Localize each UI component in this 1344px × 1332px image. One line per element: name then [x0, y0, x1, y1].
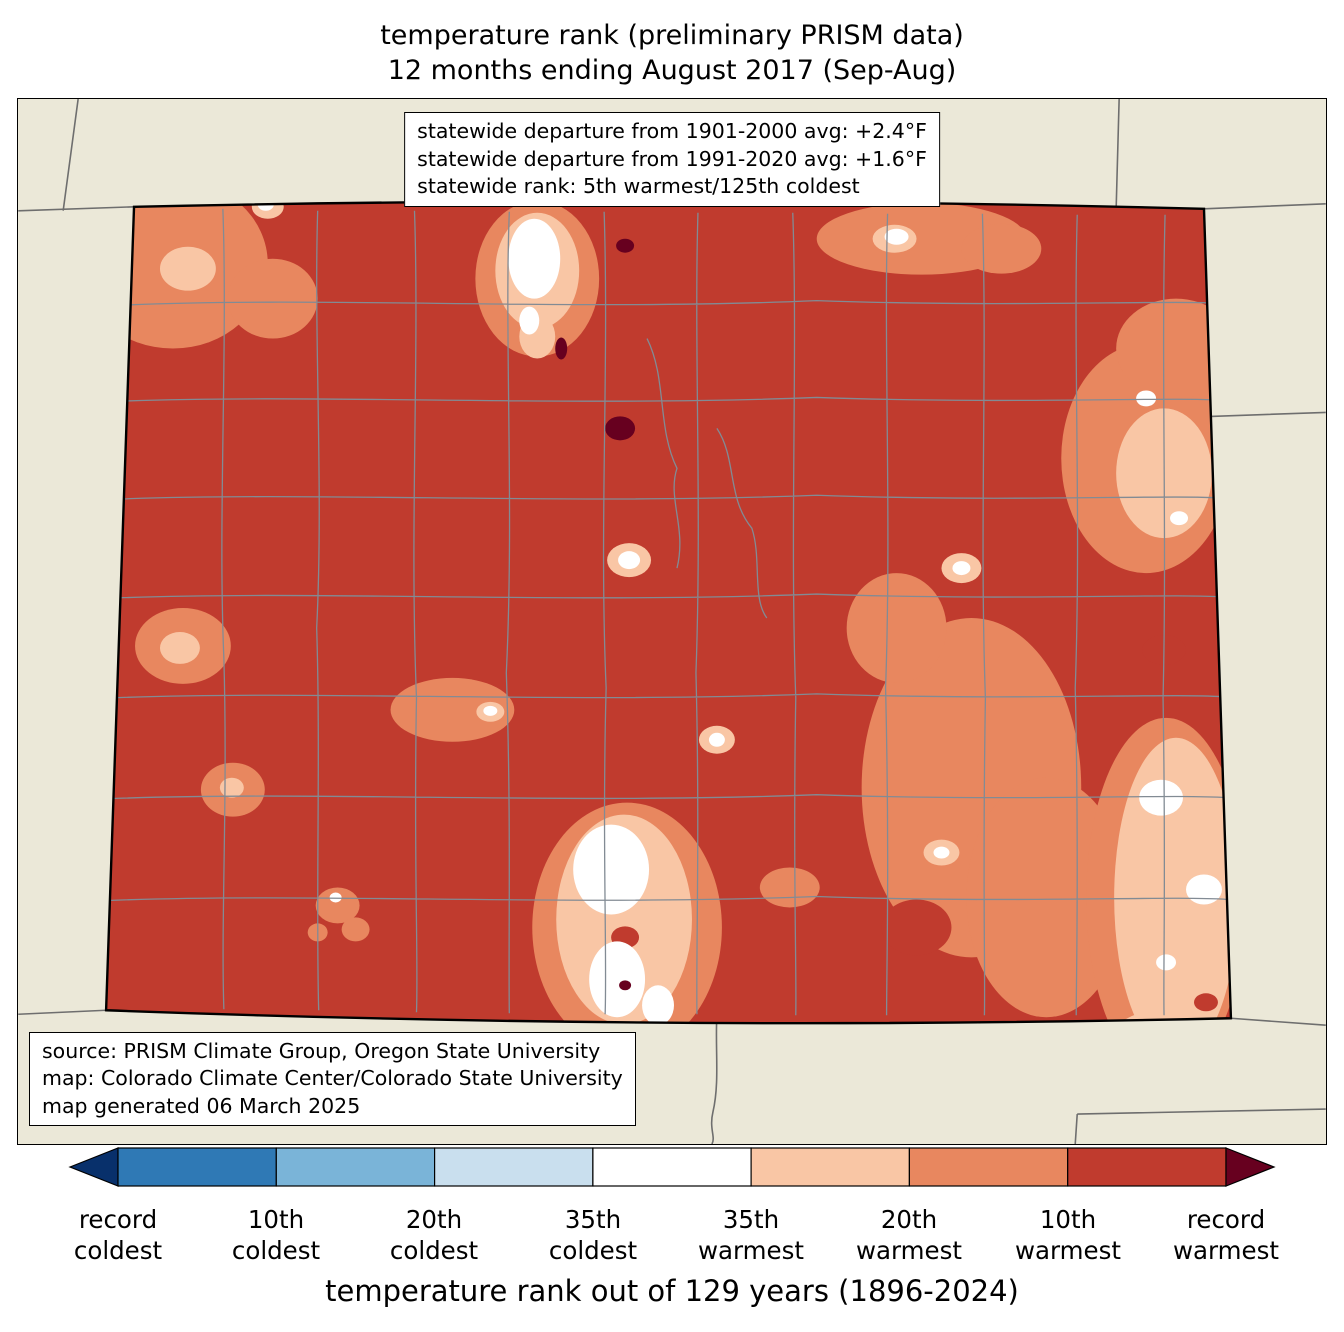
map-blob [605, 416, 636, 441]
source-line-2: map: Colorado Climate Center/Colorado St… [42, 1066, 623, 1090]
label-bottom: coldest [389, 1236, 479, 1265]
map-blob [589, 941, 646, 1018]
label-bottom: coldest [73, 1236, 163, 1265]
map-blob [616, 238, 635, 253]
map-blob [881, 899, 952, 956]
state-fill-layers [106, 201, 1231, 1067]
map-blob [1186, 874, 1222, 905]
label-bottom: coldest [231, 1236, 321, 1265]
colorbar-arrow-record-coldest [68, 1147, 119, 1187]
colorbar-label-35th-warmest: 35th warmest [666, 1204, 836, 1266]
map-blob [1140, 1043, 1172, 1067]
label-top: 10th [247, 1205, 305, 1234]
map-blob [961, 223, 1042, 274]
colorbar-arrow-record-warmest [1225, 1147, 1276, 1187]
stats-line-3: statewide rank: 5th warmest/125th coldes… [417, 174, 860, 198]
colorbar-label-20th-coldest: 20th coldest [349, 1204, 519, 1266]
neighbor-state-borders [18, 99, 1326, 1144]
colorbar-label-record-warmest: record warmest [1141, 1204, 1311, 1266]
map-blob [1170, 511, 1189, 526]
colorbar-axis-title: temperature rank out of 129 years (1896-… [325, 1274, 1019, 1308]
source-line-3: map generated 06 March 2025 [42, 1093, 361, 1118]
figure-title: temperature rank (preliminary PRISM data… [0, 18, 1344, 88]
label-top: 10th [1039, 1205, 1097, 1234]
label-top: 20th [880, 1205, 938, 1234]
colorbar-segment-10th-warmest [1067, 1147, 1227, 1187]
map-blob [708, 732, 725, 747]
map-blob [483, 705, 498, 716]
rank-record-warmest-spots [555, 238, 636, 991]
map-axes: statewide departure from 1901-2000 avg: … [17, 98, 1327, 1145]
rank-10th-warmest-islands [611, 634, 1218, 1012]
source-line-1: source: PRISM Climate Group, Oregon Stat… [42, 1038, 601, 1063]
map-blob [341, 917, 370, 942]
map-blob [159, 631, 200, 664]
title-line-2: 12 months ending August 2017 (Sep-Aug) [387, 55, 957, 86]
map-blob [642, 985, 674, 1024]
map-blob [390, 677, 515, 742]
map-blob [519, 306, 540, 335]
map-blob [1106, 1012, 1196, 1024]
map-blob [315, 887, 360, 924]
title-line-1: temperature rank (preliminary PRISM data… [380, 20, 964, 51]
label-top: record [1186, 1205, 1266, 1234]
map-blob [1114, 737, 1231, 1024]
colorbar-label-record-coldest: record coldest [33, 1204, 203, 1266]
colorbar-label-10th-coldest: 10th coldest [191, 1204, 361, 1266]
colorbar-segment-35th-warmest [750, 1147, 910, 1187]
map-blob [227, 258, 318, 339]
colorbar-label-35th-coldest: 35th coldest [508, 1204, 678, 1266]
label-bottom: warmest [1014, 1236, 1121, 1265]
county-boundaries [108, 208, 1228, 1016]
label-bottom: coldest [548, 1236, 638, 1265]
statewide-stats-box: statewide departure from 1901-2000 avg: … [404, 112, 940, 207]
map-blob [219, 777, 244, 798]
map-blob [1116, 298, 1231, 399]
stats-line-2: statewide departure from 1991-2020 avg: … [417, 146, 927, 171]
map-blob [159, 246, 216, 291]
label-top: 35th [722, 1205, 780, 1234]
map-blob [1194, 993, 1218, 1012]
map-blob [1156, 954, 1177, 971]
label-top: 35th [564, 1205, 622, 1234]
map-blob [759, 867, 820, 908]
source-credit-box: source: PRISM Climate Group, Oregon Stat… [29, 1031, 636, 1126]
label-bottom: warmest [1172, 1236, 1279, 1265]
colorbar-segment-35th-coldest [434, 1147, 594, 1187]
map-blob [573, 824, 650, 915]
map-blob [618, 551, 641, 570]
colorbar-segment-neutral [592, 1147, 752, 1187]
label-top: record [78, 1205, 158, 1234]
colorbar-label-10th-warmest: 10th warmest [983, 1204, 1153, 1266]
colorbar-label-20th-warmest: 20th warmest [824, 1204, 994, 1266]
map-blob [952, 561, 971, 576]
map-blob [966, 777, 1127, 1018]
rank-neutral-spots [257, 201, 1222, 1067]
map-blob [1139, 779, 1184, 816]
colorbar-segment-10th-coldest [117, 1147, 277, 1187]
label-bottom: warmest [697, 1236, 804, 1265]
label-top: 20th [405, 1205, 463, 1234]
map-blob [508, 218, 561, 299]
colorbar-segment-20th-coldest [275, 1147, 436, 1187]
colorbar-segment-20th-warmest [908, 1147, 1069, 1187]
stats-line-1: statewide departure from 1901-2000 avg: … [417, 119, 927, 143]
map-blob [555, 337, 568, 360]
map-blob [619, 980, 632, 991]
map-blob [329, 892, 342, 903]
colorbar [68, 1147, 1276, 1187]
label-bottom: warmest [855, 1236, 962, 1265]
map-blob [884, 228, 909, 245]
map-svg [18, 99, 1326, 1144]
map-blob [1136, 390, 1157, 407]
map-blob [933, 846, 950, 859]
map-blob [846, 573, 947, 683]
